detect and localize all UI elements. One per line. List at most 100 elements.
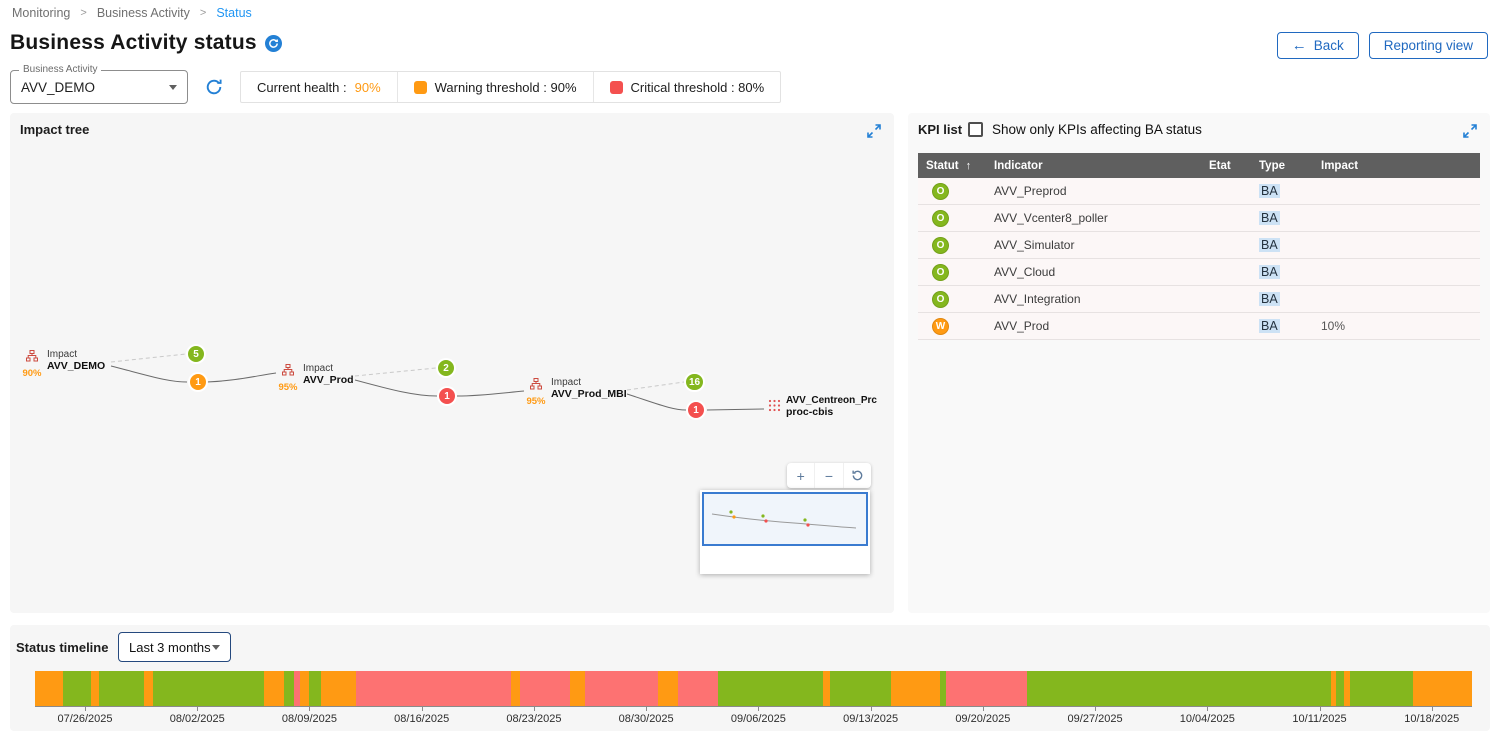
kpi-row[interactable]: W AVV_Prod BA 10% (918, 313, 1480, 340)
auto-refresh-icon[interactable] (264, 34, 282, 52)
axis-date-label: 08/30/2025 (618, 713, 674, 725)
business-activity-select[interactable]: Business Activity AVV_DEMO (10, 64, 188, 104)
timeline-segment-ok (830, 671, 891, 706)
kpi-status-badge: O (932, 236, 949, 254)
kpi-type: BA (1259, 238, 1280, 252)
kpi-row[interactable]: O AVV_Integration BA (918, 286, 1480, 313)
timeline-segment-critical (293, 671, 300, 706)
axis-tick (1207, 707, 1209, 711)
timeline-segment-warning (1330, 671, 1337, 706)
kpi-indicator: AVV_Integration (994, 292, 1081, 306)
node-health: 95% (278, 382, 298, 393)
show-only-kpis-checkbox[interactable] (968, 122, 983, 137)
column-header-impact[interactable]: Impact (1321, 159, 1359, 172)
controls-row: Business Activity AVV_DEMO Current healt… (10, 64, 782, 104)
tree-minimap[interactable] (700, 490, 870, 574)
timeline-segment-ok (1336, 671, 1345, 706)
timeline-segment-warning (570, 671, 585, 706)
ok-kpi-count-badge[interactable]: 16 (686, 374, 704, 390)
tree-node-avv-prod[interactable]: 95% Impact AVV_Prod (278, 363, 353, 393)
current-health-value: 90% (354, 79, 381, 95)
top-actions: ← Back Reporting view (1276, 32, 1488, 59)
minimap-viewport[interactable] (702, 492, 868, 546)
tree-node-service-proc-cbis[interactable]: AVV_Centreon_Prc proc-cbis (768, 395, 877, 418)
breadcrumb-status[interactable]: Status (216, 6, 252, 20)
breadcrumb-separator: > (80, 7, 87, 19)
kpi-row[interactable]: O AVV_Simulator BA (918, 232, 1480, 259)
axis-tick (1095, 707, 1097, 711)
select-label: Business Activity (19, 64, 102, 75)
node-label-kind: Impact (47, 349, 78, 360)
axis-date-label: 10/11/2025 (1292, 713, 1347, 725)
warning-kpi-count-badge[interactable]: 1 (190, 374, 206, 390)
node-label-name: AVV_Centreon_Prc (786, 395, 877, 406)
kpi-row[interactable]: O AVV_Cloud BA (918, 259, 1480, 286)
column-header-statut[interactable]: Statut ↑ (918, 160, 986, 172)
timeline-segment-ok (98, 671, 144, 706)
ok-kpi-count-badge[interactable]: 2 (438, 360, 454, 376)
kpi-indicator: AVV_Simulator (994, 238, 1075, 252)
tree-edges (110, 353, 765, 411)
refresh-button[interactable] (201, 74, 227, 100)
expand-tree-icon[interactable] (864, 121, 884, 141)
kpi-type: BA (1259, 211, 1280, 225)
critical-kpi-count-badge[interactable]: 1 (439, 388, 455, 404)
kpi-status-badge: O (932, 263, 949, 281)
column-header-indicator[interactable]: Indicator (994, 159, 1043, 172)
breadcrumb-monitoring[interactable]: Monitoring (12, 6, 71, 20)
page-title: Business Activity status (10, 31, 257, 54)
warning-threshold-item: Warning threshold : 90% (398, 72, 594, 102)
current-health-label: Current health : (257, 79, 347, 95)
column-header-type[interactable]: Type (1259, 159, 1285, 172)
column-header-etat[interactable]: État (1209, 159, 1231, 172)
axis-tick (982, 707, 984, 711)
axis-date-label: 08/02/2025 (169, 713, 225, 725)
timeline-segment-ok (1350, 671, 1414, 706)
impact-tree-title: Impact tree (20, 122, 90, 137)
axis-tick (533, 707, 535, 711)
node-label: Impact AVV_Prod_MBI (551, 377, 627, 400)
current-health-item: Current health : 90% (241, 72, 398, 102)
zoom-controls: + − (787, 463, 871, 488)
kpi-type: BA (1259, 292, 1280, 306)
timeline-bar[interactable] (35, 671, 1472, 706)
back-button[interactable]: ← Back (1276, 32, 1359, 59)
status-timeline-title: Status timeline (16, 640, 109, 655)
kpi-status-badge: O (932, 290, 949, 308)
timeline-segment-ok (152, 671, 265, 706)
service-icon (768, 399, 781, 417)
expand-kpi-list-icon[interactable] (1460, 121, 1480, 141)
axis-tick (1319, 707, 1321, 711)
node-meta: 90% (22, 349, 42, 379)
timeline-segment-warning (510, 671, 520, 706)
zoom-in-button[interactable]: + (796, 467, 805, 484)
kpi-indicator: AVV_Prod (994, 319, 1050, 333)
column-label: Statut (926, 159, 959, 172)
kpi-row[interactable]: O AVV_Vcenter8_poller BA (918, 205, 1480, 232)
kpi-list-panel: KPI list Show only KPIs affecting BA sta… (908, 113, 1490, 613)
tree-node-avv-demo[interactable]: 90% Impact AVV_DEMO (22, 349, 105, 379)
timeline-range-select[interactable]: Last 3 months (118, 632, 231, 662)
axis-tick (870, 707, 872, 711)
ok-kpi-count-badge[interactable]: 5 (188, 346, 204, 362)
kpi-type: BA (1259, 184, 1280, 198)
timeline-segment-warning (90, 671, 99, 706)
timeline-segment-warning (320, 671, 357, 706)
tree-node-avv-prod-mbi[interactable]: 95% Impact AVV_Prod_MBI (526, 377, 627, 407)
timeline-segment-warning (1344, 671, 1351, 706)
reporting-view-button[interactable]: Reporting view (1368, 32, 1488, 59)
chevron-down-icon (212, 644, 220, 650)
node-meta: 95% (526, 377, 546, 407)
title-row: Business Activity status (10, 31, 282, 55)
zoom-out-button[interactable]: − (814, 463, 842, 488)
critical-threshold-label: Critical threshold : 80% (630, 79, 765, 95)
axis-date-label: 08/16/2025 (394, 713, 450, 725)
breadcrumb-business-activity[interactable]: Business Activity (96, 6, 190, 20)
zoom-reset-button[interactable] (842, 463, 871, 488)
timeline-segment-ok (63, 671, 91, 706)
kpi-impact: 10% (1321, 319, 1346, 333)
critical-kpi-count-badge[interactable]: 1 (688, 402, 704, 418)
axis-date-label: 09/20/2025 (955, 713, 1011, 725)
timeline-segment-warning (299, 671, 309, 706)
kpi-row[interactable]: O AVV_Preprod BA (918, 178, 1480, 205)
